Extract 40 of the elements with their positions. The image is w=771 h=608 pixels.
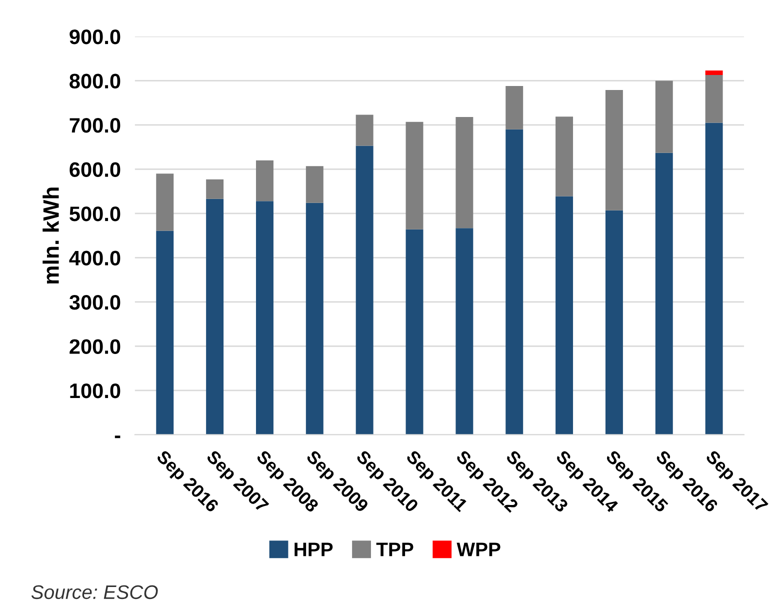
bar (206, 179, 224, 199)
bar (556, 116, 574, 196)
bar (506, 129, 524, 435)
bar (605, 90, 623, 210)
bar (456, 228, 474, 435)
y-tick-label: 200.0 (70, 339, 120, 354)
bar (156, 230, 174, 435)
y-tick-label: 100.0 (70, 383, 120, 398)
y-tick-label: - (114, 436, 120, 438)
y-tick-label: 500.0 (70, 206, 120, 222)
bar (256, 201, 274, 435)
bar (256, 160, 274, 202)
y-tick-label: 600.0 (70, 162, 120, 177)
y-tick-label: 800.0 (70, 74, 120, 88)
bar (306, 202, 324, 435)
legend-label: HPP (294, 542, 333, 556)
bar (655, 80, 673, 153)
bar (705, 122, 723, 435)
legend-label: WPP (456, 542, 500, 556)
bar (605, 210, 623, 435)
bar (655, 152, 673, 435)
bar (356, 146, 374, 435)
y-tick-label: 700.0 (70, 118, 120, 133)
bar (456, 117, 474, 228)
bar (356, 114, 374, 146)
bar (406, 229, 424, 435)
y-axis-title: mln. kWh (42, 188, 59, 284)
bar (156, 174, 174, 231)
bar (506, 86, 524, 130)
legend-label: TPP (376, 542, 414, 556)
bar (705, 74, 723, 123)
bar (406, 122, 424, 230)
y-tick-label: 300.0 (69, 294, 120, 310)
bar (306, 166, 324, 203)
bar (556, 196, 574, 435)
y-tick-label: 400.0 (69, 250, 120, 266)
y-tick-label: 900.0 (70, 29, 120, 44)
source-note: Source: ESCO (31, 585, 158, 600)
bar (705, 70, 723, 75)
bar (206, 198, 224, 435)
